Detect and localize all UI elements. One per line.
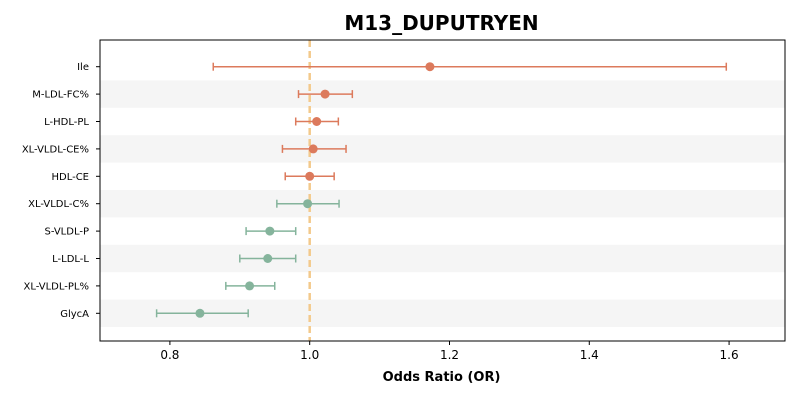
category-label: L-HDL-PL — [44, 117, 89, 128]
or-point — [308, 144, 318, 154]
forest-row-s-vldl-p — [245, 226, 297, 236]
or-point — [265, 226, 275, 236]
forest-row-xl-vldl-c- — [276, 199, 340, 209]
x-tick-label: 0.8 — [160, 348, 179, 362]
category-label: L-LDL-L — [52, 254, 89, 265]
x-tick-label: 1.0 — [300, 348, 319, 362]
forest-row-glyca — [155, 308, 249, 318]
category-label: XL-VLDL-PL% — [24, 281, 90, 292]
x-axis-ticks: 0.8 1.0 1.2 1.4 1.6 — [160, 341, 739, 362]
category-label: XL-VLDL-CE% — [22, 144, 89, 155]
row-band — [100, 244, 785, 273]
or-point — [312, 117, 322, 126]
forest-row-xl-vldl-pl- — [225, 281, 276, 291]
row-band — [100, 190, 785, 218]
or-point — [305, 171, 315, 181]
category-label: M-LDL-FC% — [32, 90, 89, 101]
forest-marks — [155, 62, 728, 318]
forest-row-m-ldl-fc- — [297, 89, 354, 99]
axes-frame — [99, 39, 786, 342]
x-tick-label: 1.4 — [580, 348, 599, 362]
x-axis-label: Odds Ratio (OR) — [383, 370, 501, 385]
category-label: XL-VLDL-C% — [28, 199, 89, 210]
forest-row-l-hdl-pl — [294, 117, 340, 126]
or-point — [303, 199, 313, 209]
or-point — [320, 89, 330, 99]
or-point — [425, 62, 435, 72]
category-label: HDL-CE — [51, 172, 89, 183]
x-tick-label: 1.6 — [720, 348, 739, 362]
forest-row-hdl-ce — [284, 171, 335, 181]
or-point — [245, 281, 255, 291]
row-band — [100, 80, 785, 108]
category-label: S-VLDL-P — [44, 227, 89, 238]
row-bands — [100, 80, 785, 327]
category-label: Ile — [77, 62, 89, 73]
category-label: GlycA — [60, 309, 89, 320]
row-band — [100, 135, 785, 163]
forest-row-ile — [212, 62, 728, 72]
forest-row-l-ldl-l — [239, 254, 297, 263]
category-labels: Ile M-LDL-FC% L-HDL-PL XL-VLDL-CE% HDL-CE XL-… — [22, 62, 100, 320]
forest-row-xl-vldl-ce- — [281, 144, 347, 154]
chart-title: M13_DUPUTRYEN — [344, 11, 538, 35]
or-point — [195, 308, 205, 318]
or-point — [263, 254, 273, 263]
x-tick-label: 1.2 — [440, 348, 459, 362]
